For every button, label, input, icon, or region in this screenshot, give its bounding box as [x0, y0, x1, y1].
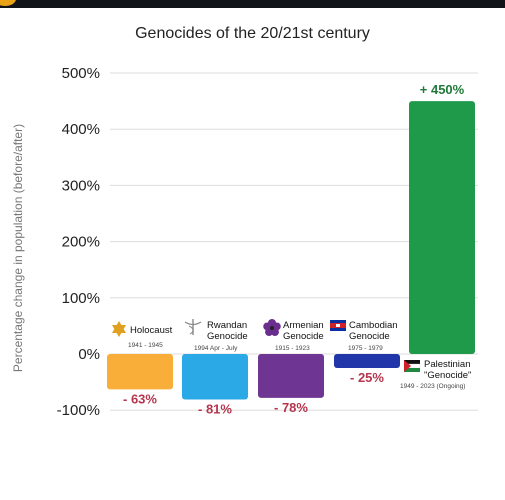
category-dates: 1975 - 1979 [348, 345, 383, 352]
category-name: "Genocide" [424, 370, 471, 381]
data-label: - 81% [198, 402, 232, 417]
category-name: Armenian [283, 320, 324, 331]
icon-shape [404, 360, 420, 364]
data-label: - 25% [350, 370, 384, 385]
data-label: - 63% [123, 391, 157, 406]
palestine-flag-icon [403, 360, 421, 372]
category-name: Genocide [207, 331, 248, 342]
data-label: - 78% [274, 400, 308, 415]
y-tick-label: 200% [62, 234, 100, 251]
y-tick-label: 0% [78, 346, 100, 363]
icon-shape [270, 326, 274, 330]
app-logo-icon [0, 0, 16, 6]
bar [182, 354, 248, 400]
bar [107, 354, 173, 390]
icon-shape [336, 324, 340, 327]
icon-shape [188, 325, 194, 335]
data-label: + 450% [420, 82, 465, 97]
category-name: Rwandan [207, 320, 247, 331]
category-dates: 1915 - 1923 [275, 345, 310, 352]
category-dates: 1994 Apr - July [194, 345, 238, 352]
icon-shape [263, 322, 272, 331]
bar [334, 354, 400, 369]
cambodia-flag-icon [330, 320, 346, 331]
bar [409, 101, 475, 354]
icon-shape [270, 328, 279, 337]
category-name: Holocaust [130, 325, 173, 336]
y-tick-label: 400% [62, 121, 100, 138]
category-name: Genocide [283, 331, 324, 342]
category-name: Genocide [349, 331, 390, 342]
top-bar [0, 0, 505, 8]
bar [258, 354, 324, 398]
chart-title: Genocides of the 20/21st century [135, 25, 370, 42]
y-tick-label: 500% [62, 65, 100, 82]
icon-shape [404, 368, 420, 372]
icon-shape [404, 360, 411, 372]
category-dates: 1949 - 2023 (Ongoing) [400, 383, 465, 390]
icon-shape [112, 325, 126, 337]
icon-shape [184, 321, 202, 326]
forget-me-not-icon [263, 319, 281, 337]
category-name: Palestinian [424, 359, 470, 370]
caduceus-icon [184, 319, 202, 335]
y-tick-label: 100% [62, 290, 100, 307]
category-dates: 1941 - 1945 [128, 342, 163, 349]
y-tick-label: 300% [62, 177, 100, 194]
category-caption: Palestinian"Genocide" 1949 - 2023 (Ongoin… [400, 359, 471, 390]
star-of-david-icon [112, 321, 126, 337]
category-caption: Holocaust 1941 - 1945 [112, 321, 173, 349]
category-name: Cambodian [349, 320, 398, 331]
y-tick-label: -100% [57, 402, 100, 419]
